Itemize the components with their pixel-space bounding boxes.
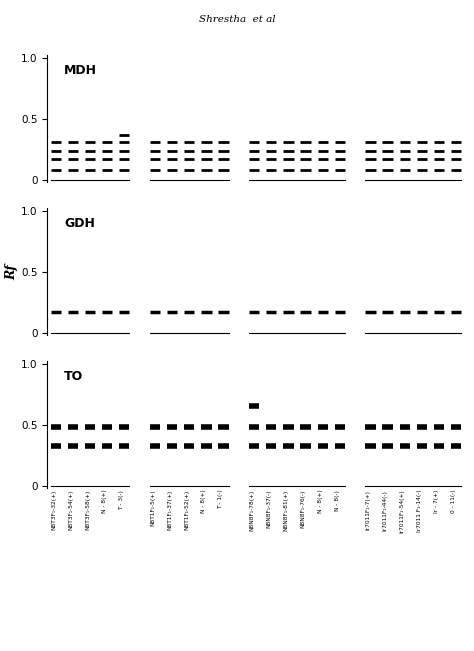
Text: Shrestha  et al: Shrestha et al (199, 15, 275, 24)
Text: MDH: MDH (64, 64, 97, 77)
Text: GDH: GDH (64, 217, 95, 230)
Text: TO: TO (64, 370, 83, 383)
Text: Rf: Rf (5, 264, 18, 280)
